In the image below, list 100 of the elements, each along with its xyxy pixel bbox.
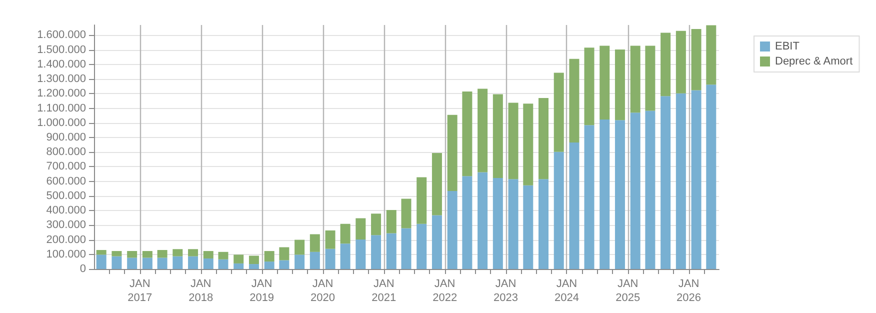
x-tick-label: JAN 2022 xyxy=(432,278,458,304)
bar xyxy=(508,179,518,269)
bar xyxy=(356,239,366,269)
x-tick-label: JAN 2019 xyxy=(250,278,274,304)
bar xyxy=(142,251,152,258)
bar xyxy=(462,91,472,176)
bar xyxy=(112,251,122,256)
bar xyxy=(96,250,106,255)
y-tick-label: 1.500.000 xyxy=(37,44,86,56)
bar xyxy=(660,32,671,96)
bar xyxy=(416,177,427,224)
bar xyxy=(523,104,534,186)
bar xyxy=(432,215,442,269)
bar xyxy=(432,152,442,216)
y-tick-label: 100.000 xyxy=(46,248,86,260)
legend-label: Deprec & Amort xyxy=(775,56,853,68)
bar xyxy=(188,249,198,256)
x-tick-label: JAN 2025 xyxy=(616,278,640,304)
bar xyxy=(294,254,305,269)
bar xyxy=(614,50,625,120)
bar xyxy=(401,198,412,228)
y-tick-label: 1.600.000 xyxy=(37,29,86,42)
bar xyxy=(356,218,366,240)
x-tick-label: JAN 2021 xyxy=(372,278,396,304)
bar xyxy=(584,125,594,269)
bar xyxy=(234,254,244,264)
bar xyxy=(492,94,503,178)
bar xyxy=(371,235,382,269)
bar xyxy=(172,256,183,269)
bar xyxy=(188,256,198,269)
bar xyxy=(325,248,336,269)
y-tick-label: 1.100.000 xyxy=(37,102,86,114)
y-tick-label: 300.000 xyxy=(46,219,86,232)
bar xyxy=(310,252,320,269)
x-tick-label: JAN 2023 xyxy=(494,278,518,304)
bar xyxy=(203,258,214,269)
bar xyxy=(645,110,656,269)
bar xyxy=(234,263,244,269)
y-tick-label: 0 xyxy=(80,263,86,275)
x-tick-label: JAN 2024 xyxy=(554,278,579,304)
bar xyxy=(264,262,274,269)
bar xyxy=(203,251,214,258)
x-tick-label: JAN 2020 xyxy=(310,278,336,304)
bar xyxy=(676,30,686,94)
bar xyxy=(600,120,610,269)
bar xyxy=(294,240,305,255)
bar xyxy=(645,46,656,111)
bar xyxy=(569,142,580,269)
bar xyxy=(340,224,350,244)
legend-label: EBIT xyxy=(775,40,800,52)
bar xyxy=(706,84,716,269)
bar xyxy=(310,234,320,252)
bar xyxy=(523,185,534,269)
y-tick-label: 800.000 xyxy=(46,146,86,158)
y-tick-label: 600.000 xyxy=(46,175,86,188)
bar xyxy=(142,258,152,269)
bar xyxy=(630,46,640,113)
bar xyxy=(248,264,259,269)
bar xyxy=(614,120,625,269)
bar xyxy=(386,233,396,269)
bar xyxy=(248,256,259,264)
bar xyxy=(447,114,458,191)
bar xyxy=(340,244,350,269)
y-tick-label: 1.200.000 xyxy=(37,88,86,100)
bar xyxy=(172,249,183,256)
y-tick-label: 400.000 xyxy=(46,204,86,217)
bar xyxy=(508,102,518,180)
bar xyxy=(676,93,686,269)
bar xyxy=(706,25,716,85)
bar xyxy=(264,251,274,262)
bar xyxy=(218,259,228,269)
y-tick-label: 200.000 xyxy=(46,234,86,246)
bar xyxy=(554,72,564,152)
x-tick-label: JAN 2018 xyxy=(188,278,214,304)
bar xyxy=(371,214,382,236)
y-tick-label: 1.000.000 xyxy=(37,116,86,129)
x-tick-label: JAN 2017 xyxy=(128,278,152,304)
bar xyxy=(630,112,640,269)
y-tick-label: 500.000 xyxy=(46,190,86,202)
bar xyxy=(96,254,106,269)
bar xyxy=(538,179,549,269)
bar xyxy=(279,247,290,260)
bar xyxy=(447,190,458,269)
bar xyxy=(462,176,472,269)
x-tick-label: JAN 2026 xyxy=(676,278,702,304)
bar xyxy=(569,58,580,142)
y-tick-label: 1.300.000 xyxy=(37,73,86,86)
bar xyxy=(478,172,488,269)
y-tick-label: 1.400.000 xyxy=(37,58,86,70)
bar xyxy=(218,252,228,260)
bar xyxy=(325,230,336,249)
y-tick-label: 900.000 xyxy=(46,132,86,144)
bar xyxy=(660,96,671,269)
bar xyxy=(127,251,138,258)
bar xyxy=(401,228,412,269)
bar xyxy=(691,90,702,269)
bar xyxy=(554,152,564,269)
bar xyxy=(584,48,594,126)
bar xyxy=(279,260,290,269)
bar xyxy=(478,88,488,172)
